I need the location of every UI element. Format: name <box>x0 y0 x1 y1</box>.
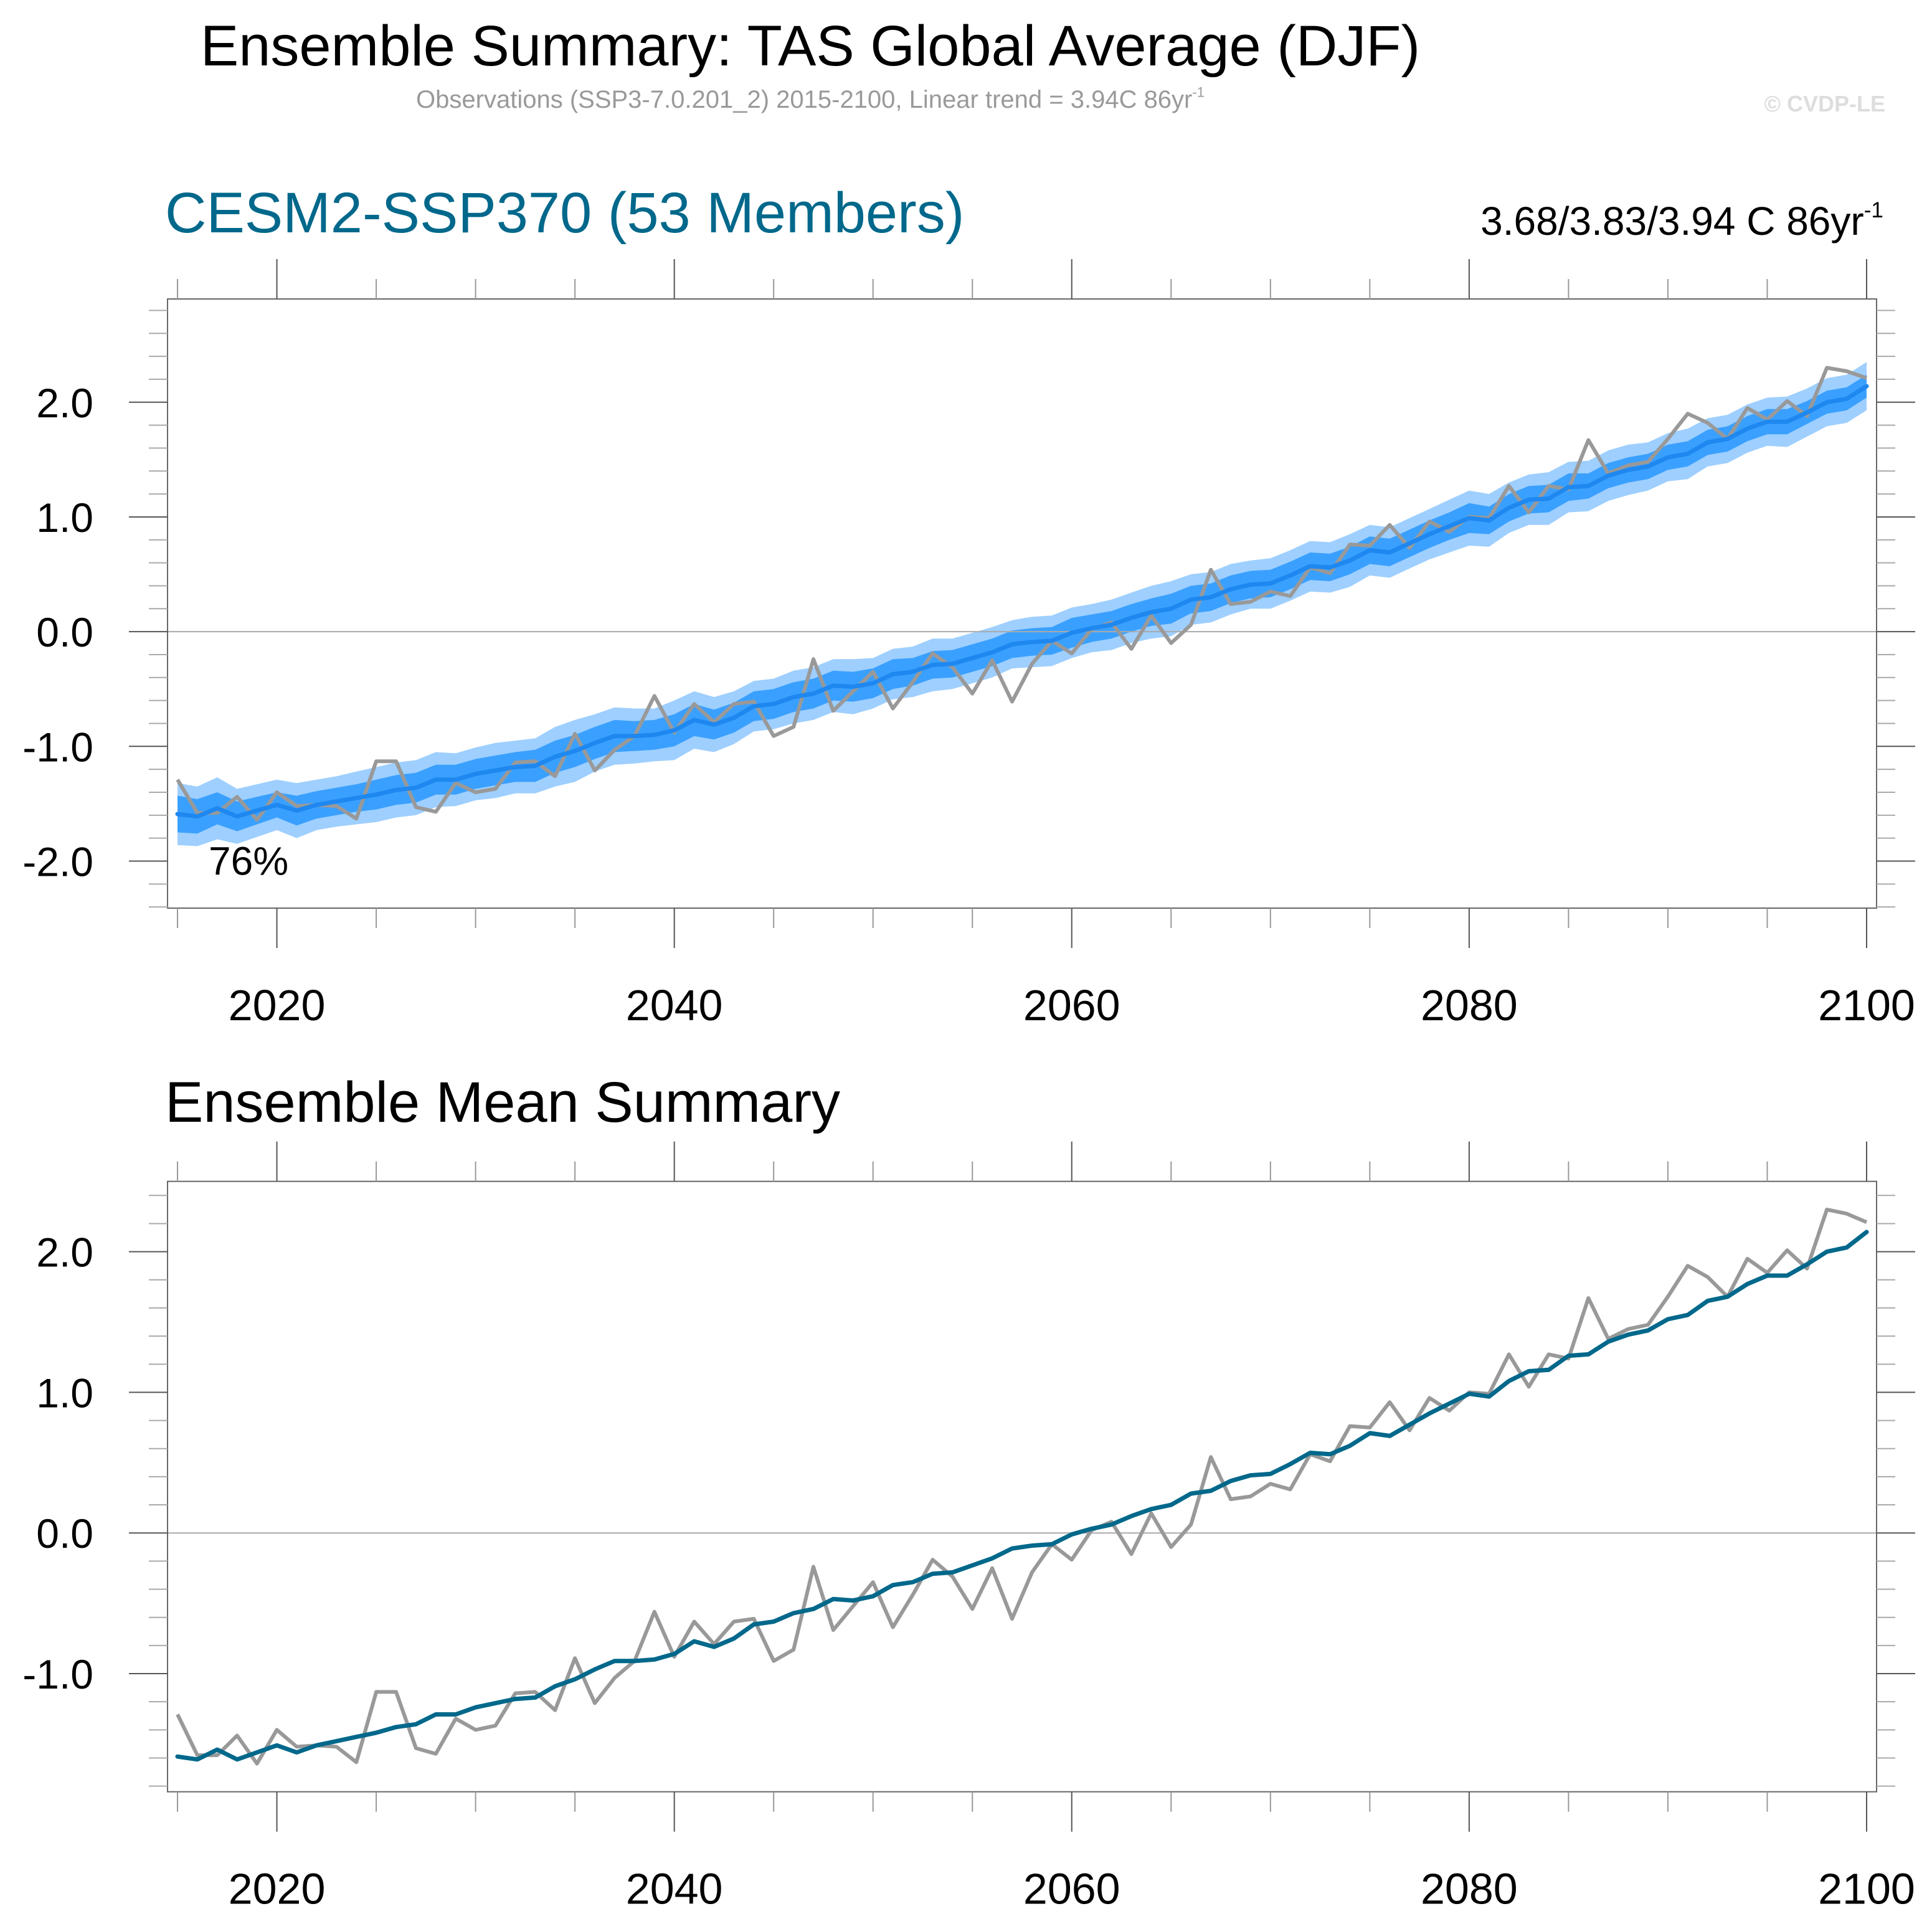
x-tick-label: 2080 <box>1421 981 1518 1030</box>
x-tick-label: 2100 <box>1818 1865 1915 1913</box>
ensemble-mean-line <box>175 384 1869 819</box>
copyright-watermark: © CVDP-LE <box>1764 91 1885 116</box>
y-tick-label: -1.0 <box>22 1651 93 1697</box>
y-tick-label: 2.0 <box>36 1230 93 1276</box>
top-panel-trend-label: 3.68/3.83/3.94 C 86yr-1 <box>1480 198 1883 244</box>
x-tick-label: 2080 <box>1421 1865 1518 1913</box>
y-tick-label: 2.0 <box>36 380 93 426</box>
x-tick-label: 2060 <box>1023 1865 1120 1913</box>
subtitle-text: Observations (SSP3-7.0.201_2) 2015-2100,… <box>416 86 1193 113</box>
x-tick-label: 2020 <box>229 1865 326 1913</box>
figure-subtitle: Observations (SSP3-7.0.201_2) 2015-2100,… <box>0 84 1932 114</box>
x-tick-label: 2020 <box>229 981 326 1030</box>
plot-frame <box>167 298 1877 909</box>
trend-text: 3.68/3.83/3.94 C 86yr <box>1480 199 1864 244</box>
observations-line <box>176 366 1867 822</box>
subtitle-superscript: -1 <box>1192 84 1205 100</box>
observations-line <box>176 1207 1868 1766</box>
outer-spread-band <box>178 362 1867 846</box>
y-tick-label: 1.0 <box>36 1370 93 1416</box>
y-tick-label: -2.0 <box>22 838 93 884</box>
x-tick-label: 2040 <box>626 981 723 1030</box>
trend-superscript: -1 <box>1863 197 1883 222</box>
x-tick-label: 2100 <box>1818 981 1915 1030</box>
y-tick-label: 0.0 <box>36 609 93 655</box>
top-panel-chart: 2020 2040 2060 2080 2100 -2.0 -1.0 0.0 1.0 2.0 76% <box>22 259 1915 1030</box>
figure-title: Ensemble Summary: TAS Global Average (DJ… <box>200 14 1421 78</box>
x-tick-label: 2040 <box>626 1865 723 1913</box>
x-tick-label: 2060 <box>1023 981 1120 1030</box>
y-tick-label: 0.0 <box>36 1510 93 1557</box>
ensemble-mean-line <box>175 1230 1869 1762</box>
bottom-panel-title: Ensemble Mean Summary <box>165 1071 840 1134</box>
plot-frame <box>167 1180 1877 1793</box>
bottom-panel-chart: 2020 2040 2060 2080 2100 -1.0 0.0 1.0 2.0 <box>22 1141 1915 1913</box>
inner-spread-band <box>178 374 1867 834</box>
y-tick-label: 1.0 <box>36 495 93 541</box>
top-panel-title: CESM2-SSP370 (53 Members) <box>165 181 965 245</box>
percent-annotation: 76% <box>209 838 288 883</box>
y-tick-label: -1.0 <box>22 724 93 770</box>
